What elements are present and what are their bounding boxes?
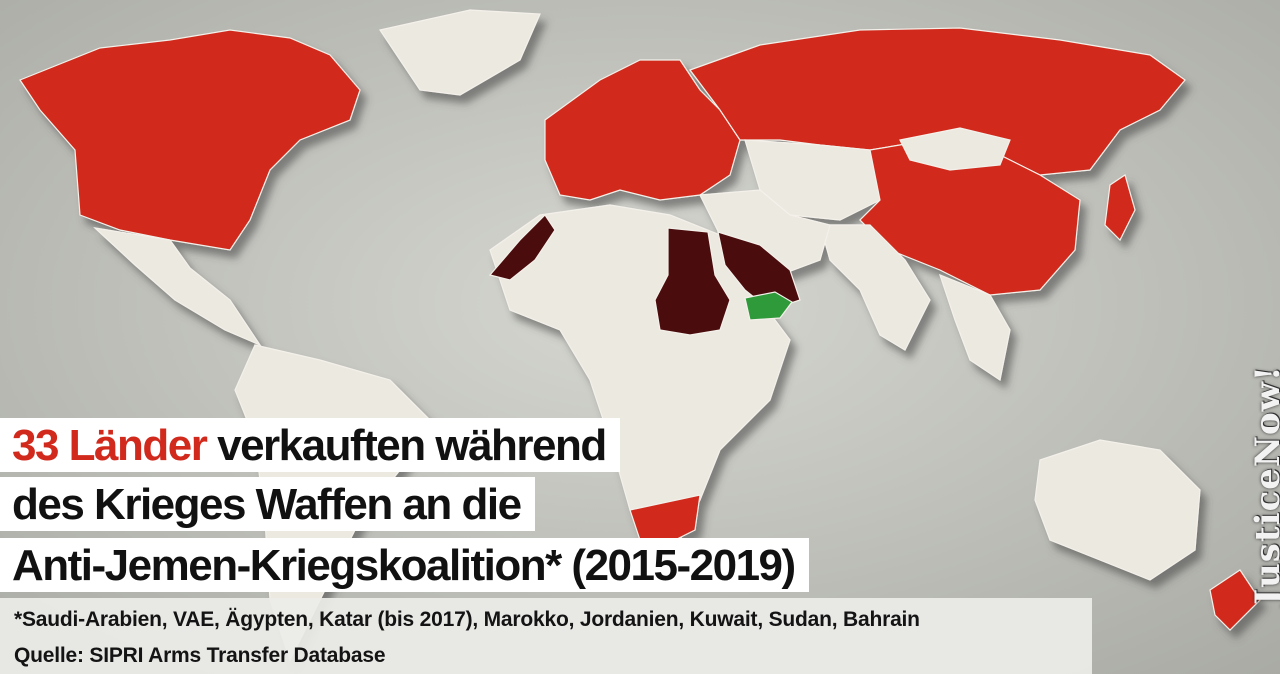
mongolia bbox=[899, 127, 1011, 171]
footnote-panel bbox=[0, 598, 1092, 674]
headline-line-2: des Krieges Waffen an die bbox=[0, 477, 535, 531]
canada-usa bbox=[19, 29, 361, 251]
south-africa bbox=[629, 494, 701, 546]
footnote: *Saudi-Arabien, VAE, Ägypten, Katar (bis… bbox=[14, 608, 920, 631]
headline-accent: 33 Länder bbox=[12, 421, 208, 470]
morocco bbox=[488, 214, 556, 281]
australia bbox=[1034, 439, 1201, 581]
brand-logo: JusticeNow! bbox=[1248, 365, 1280, 605]
new-zealand bbox=[1209, 569, 1261, 631]
yemen bbox=[744, 291, 793, 321]
source: Quelle: SIPRI Arms Transfer Database bbox=[14, 644, 386, 667]
headline-line-3: Anti-Jemen-Kriegskoalition* (2015-2019) bbox=[0, 538, 809, 592]
south-asia bbox=[819, 224, 931, 351]
europe bbox=[544, 59, 741, 201]
japan-korea bbox=[1104, 174, 1136, 242]
headline-line-1-text: verkauften während bbox=[206, 421, 607, 470]
mexico bbox=[93, 227, 262, 347]
russia bbox=[689, 27, 1186, 176]
headline-line-1: 33 Länder verkauften während bbox=[0, 418, 620, 472]
egypt-sudan bbox=[654, 227, 731, 336]
greenland bbox=[379, 9, 541, 96]
southeast-asia bbox=[939, 273, 1011, 381]
